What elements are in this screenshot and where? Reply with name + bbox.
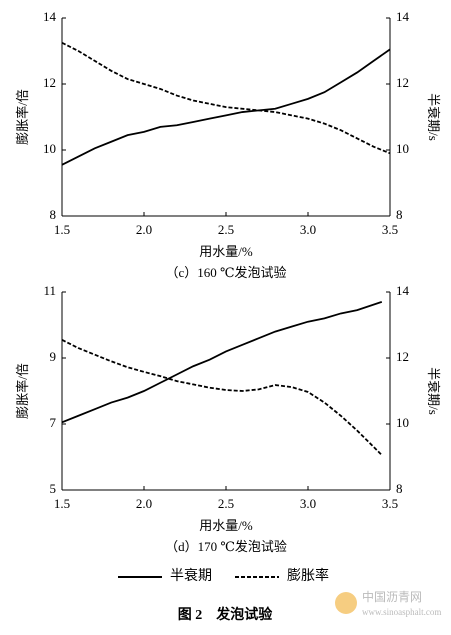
x-tick-label: 1.5 xyxy=(54,222,70,237)
series-line xyxy=(61,339,383,456)
y2-tick-label: 10 xyxy=(396,415,409,430)
x-tick-label: 2.0 xyxy=(136,496,152,511)
x-tick-label: 3.0 xyxy=(300,496,316,511)
y2-tick-label: 14 xyxy=(396,9,410,24)
chart-caption: （c）160 ℃发泡试验 xyxy=(165,265,286,280)
y-tick-label: 9 xyxy=(50,349,57,364)
x-axis-label: 用水量/% xyxy=(199,244,253,259)
x-tick-label: 3.5 xyxy=(382,222,398,237)
x-tick-label: 2.0 xyxy=(136,222,152,237)
y2-tick-label: 8 xyxy=(396,481,403,496)
y-axis-label: 膨胀率/倍 xyxy=(15,363,30,419)
chart-caption: （d）170 ℃发泡试验 xyxy=(165,539,287,554)
x-tick-label: 3.0 xyxy=(300,222,316,237)
y-tick-label: 8 xyxy=(50,207,57,222)
y2-tick-label: 12 xyxy=(396,349,409,364)
legend-label: 膨胀率 xyxy=(287,567,329,584)
series-line xyxy=(61,301,383,424)
figure-caption: 图 2 发泡试验 xyxy=(178,606,273,623)
y2-tick-label: 14 xyxy=(396,283,410,298)
y-axis-label: 膨胀率/倍 xyxy=(15,89,30,145)
y2-axis-label: 半衰期/s xyxy=(426,367,441,415)
x-tick-label: 2.5 xyxy=(218,496,234,511)
y-tick-label: 12 xyxy=(43,75,56,90)
y-tick-label: 10 xyxy=(43,141,56,156)
watermark-url: www.sinoasphalt.com xyxy=(362,607,441,617)
y2-tick-label: 12 xyxy=(396,75,409,90)
y-tick-label: 5 xyxy=(50,481,57,496)
series-line xyxy=(61,41,391,155)
watermark-logo xyxy=(335,592,357,614)
y-tick-label: 14 xyxy=(43,9,57,24)
x-tick-label: 2.5 xyxy=(218,222,234,237)
series-line xyxy=(61,48,391,166)
y-tick-label: 11 xyxy=(43,283,56,298)
y2-tick-label: 10 xyxy=(396,141,409,156)
legend-label: 半衰期 xyxy=(170,567,212,584)
y2-axis-label: 半衰期/s xyxy=(426,93,441,141)
x-tick-label: 3.5 xyxy=(382,496,398,511)
watermark-name: 中国沥青网 xyxy=(362,589,422,604)
x-tick-label: 1.5 xyxy=(54,496,70,511)
x-axis-label: 用水量/% xyxy=(199,518,253,533)
y2-tick-label: 8 xyxy=(396,207,403,222)
y-tick-label: 7 xyxy=(50,415,57,430)
